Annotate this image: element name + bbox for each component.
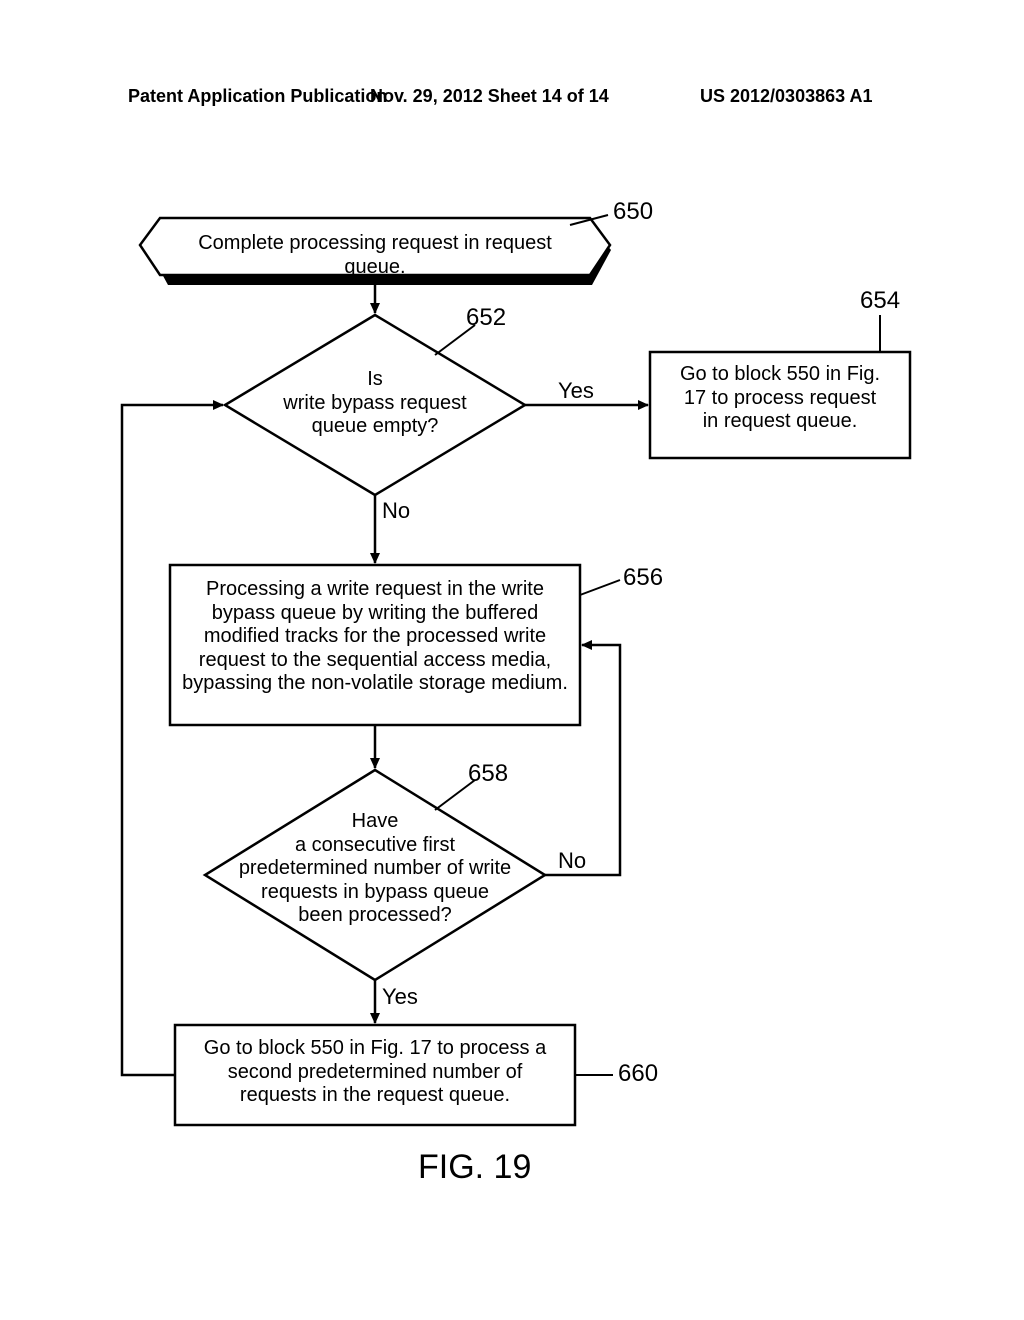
edge-652-654-label: Yes xyxy=(558,378,594,404)
node-652-text: Iswrite bypass requestqueue empty? xyxy=(255,368,495,439)
figure-title: FIG. 19 xyxy=(418,1148,531,1187)
ref-658: 658 xyxy=(468,760,508,788)
node-654-text: Go to block 550 in Fig.17 to process req… xyxy=(655,363,905,434)
edge-658-656-label: No xyxy=(558,848,586,874)
node-656-text: Processing a write request in the writeb… xyxy=(175,578,575,696)
leader-656 xyxy=(580,580,620,595)
edge-652-656-label: No xyxy=(382,498,410,524)
edge-660-652 xyxy=(122,405,223,1075)
page: Patent Application Publication Nov. 29, … xyxy=(0,0,1024,1320)
edge-658-660-label: Yes xyxy=(382,984,418,1010)
ref-656: 656 xyxy=(623,564,663,592)
node-660-text: Go to block 550 in Fig. 17 to process as… xyxy=(180,1037,570,1108)
ref-660: 660 xyxy=(618,1060,658,1088)
ref-654: 654 xyxy=(860,287,900,315)
node-658-text: Havea consecutive firstpredetermined num… xyxy=(225,810,525,928)
ref-652: 652 xyxy=(466,304,506,332)
ref-650: 650 xyxy=(613,198,653,226)
node-650-text: Complete processing request in request q… xyxy=(165,232,585,279)
